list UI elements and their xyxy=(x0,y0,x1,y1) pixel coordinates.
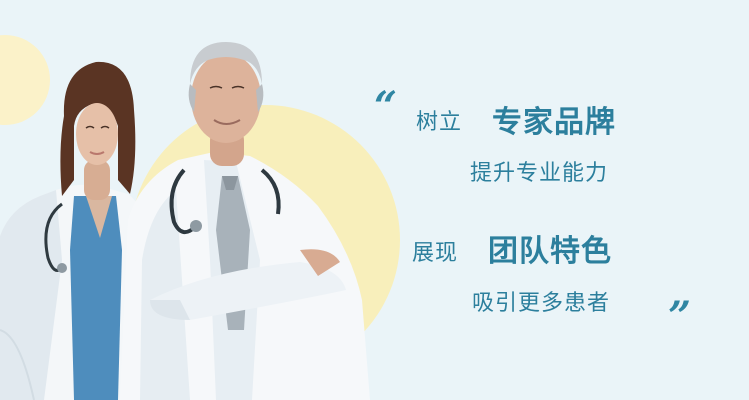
slogan-line4: 吸引更多患者 xyxy=(472,291,611,316)
close-quote-mark: ” xyxy=(668,293,692,340)
female-doctor xyxy=(0,61,149,400)
slogan-line3-highlight: 团队特色 xyxy=(488,234,612,269)
doctors-photo xyxy=(0,42,370,400)
slogan-line3-prefix: 展现 xyxy=(412,241,459,266)
slogan-line1-highlight: 专家品牌 xyxy=(492,105,616,140)
male-doctor xyxy=(120,42,370,400)
slogan-line2: 提升专业能力 xyxy=(470,161,609,186)
open-quote-mark: “ xyxy=(374,83,398,130)
slogan-line1-prefix: 树立 xyxy=(416,110,463,135)
